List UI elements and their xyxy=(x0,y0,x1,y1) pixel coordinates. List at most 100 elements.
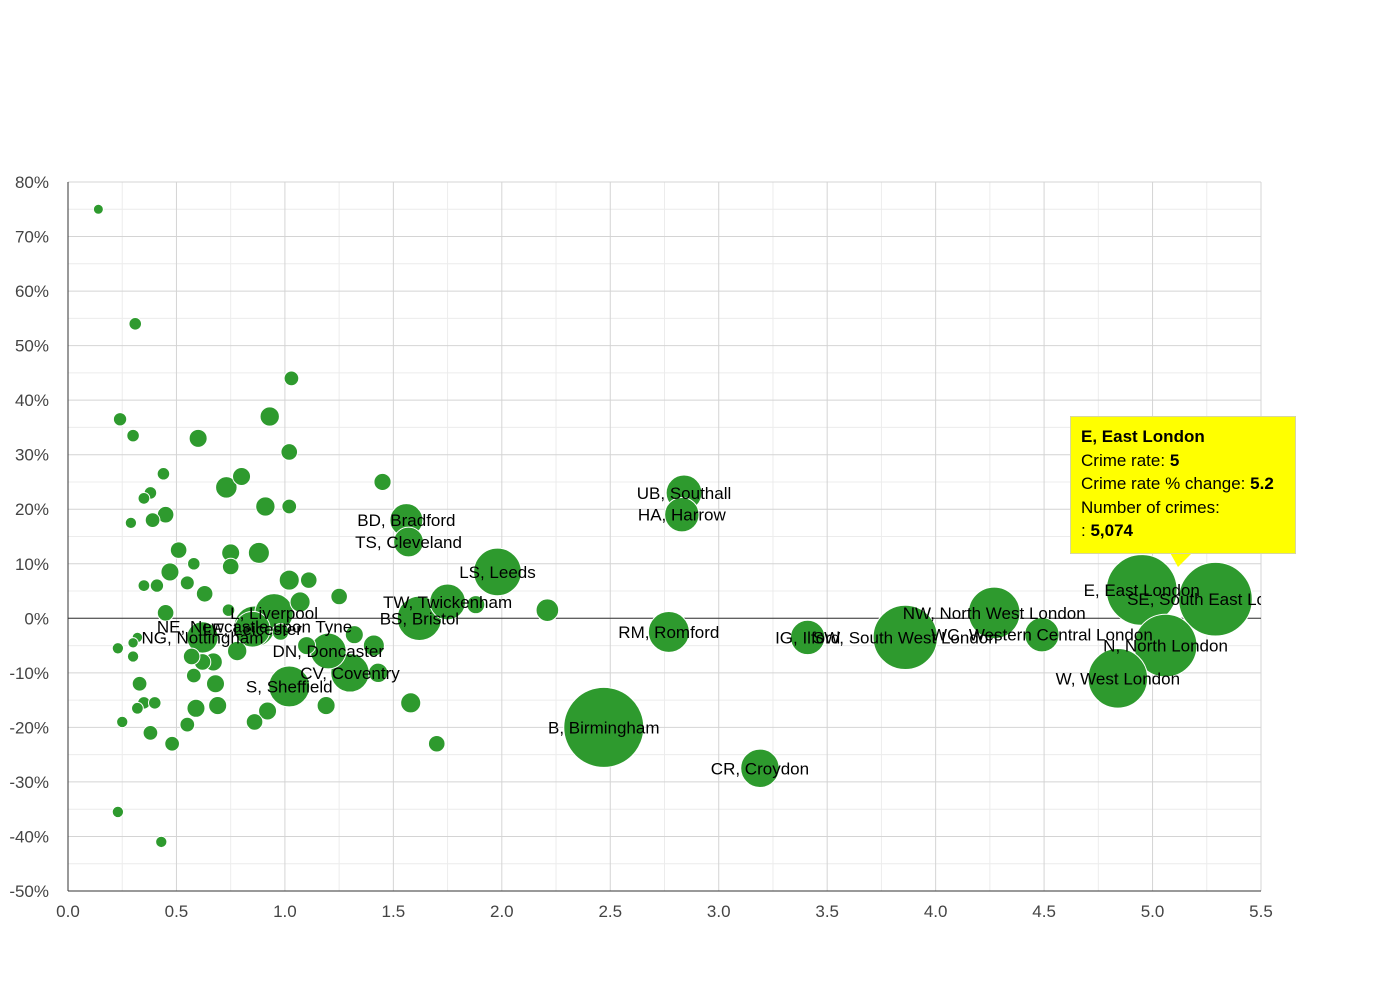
x-tick-label: 4.0 xyxy=(924,902,948,921)
bubble xyxy=(245,713,264,731)
bubble xyxy=(647,610,690,653)
y-tick-label: 80% xyxy=(15,173,49,192)
bubble-label: S, Sheffield xyxy=(246,677,333,696)
tooltip-pointer xyxy=(1168,549,1196,567)
bubble xyxy=(116,715,129,729)
bubble-label: BD, Bradford xyxy=(357,511,455,530)
tooltip-change-value: 5.2 xyxy=(1250,474,1274,493)
bubble xyxy=(182,647,201,666)
bubble xyxy=(155,835,168,849)
bubble xyxy=(281,498,298,515)
y-tick-label: 60% xyxy=(15,282,49,301)
bubble-label: CR, Croydon xyxy=(711,759,809,778)
bubble-label: L, Liverpool xyxy=(230,604,318,623)
bubble-label: IG, Ilford xyxy=(775,628,840,647)
bubble xyxy=(740,748,780,789)
bubble xyxy=(187,556,201,571)
bubble xyxy=(299,571,318,589)
tooltip-change-row: Crime rate % change: 5.2 xyxy=(1081,472,1285,496)
bubble xyxy=(142,724,159,741)
bubble-label: UB, Southall xyxy=(637,484,732,503)
bubble xyxy=(137,491,151,505)
y-tick-label: 70% xyxy=(15,228,49,247)
bubble xyxy=(278,569,300,591)
bubble xyxy=(208,696,228,716)
bubble-label: HA, Harrow xyxy=(638,506,727,525)
x-tick-label: 0.0 xyxy=(56,902,80,921)
bubble xyxy=(400,692,422,714)
bubble xyxy=(149,578,165,593)
bubble xyxy=(1087,648,1149,709)
bubble xyxy=(258,701,278,721)
bubble-label: E, East London xyxy=(1084,581,1200,600)
tooltip-rate-label: Crime rate: xyxy=(1081,450,1166,470)
bubble xyxy=(221,603,236,617)
tooltip: E, East London Crime rate: 5 Crime rate … xyxy=(1070,416,1296,554)
bubble xyxy=(967,586,1021,640)
bubble xyxy=(131,675,148,692)
bubble xyxy=(111,805,125,819)
x-tick-label: 4.5 xyxy=(1032,902,1056,921)
tooltip-count-value: 5,074 xyxy=(1090,521,1134,540)
bubble xyxy=(227,640,248,662)
x-tick-label: 2.5 xyxy=(598,902,622,921)
bubble xyxy=(221,557,240,576)
bubble xyxy=(179,716,196,733)
bubble xyxy=(195,584,214,603)
bubble xyxy=(789,619,826,656)
bubble xyxy=(373,472,392,492)
x-tick-label: 5.5 xyxy=(1249,902,1273,921)
y-tick-label: 50% xyxy=(15,337,49,356)
bubble xyxy=(111,642,125,655)
y-tick-label: 20% xyxy=(15,500,49,519)
bubble xyxy=(316,696,336,716)
bubble-label: N, North London xyxy=(1103,637,1228,656)
bubble xyxy=(186,621,219,654)
bubble-label: B, Birmingham xyxy=(548,718,659,737)
bubble xyxy=(429,583,466,621)
tooltip-title: E, East London xyxy=(1081,427,1205,446)
y-tick-label: 40% xyxy=(15,391,49,410)
bubble xyxy=(247,541,270,564)
bubble xyxy=(255,496,276,517)
bubble xyxy=(128,317,143,331)
bubble xyxy=(156,604,175,622)
bubble-label: DN, Doncaster xyxy=(273,642,385,661)
x-tick-label: 2.0 xyxy=(490,902,514,921)
grid-layer xyxy=(67,181,1262,892)
y-tick-label: 30% xyxy=(15,446,49,465)
bubble-label: SE, South East London xyxy=(1127,590,1304,609)
bubble xyxy=(169,541,188,559)
bubble xyxy=(297,636,317,656)
bubble xyxy=(215,476,238,499)
x-tick-label: 0.5 xyxy=(165,902,189,921)
bubble xyxy=(92,203,104,215)
bubble xyxy=(126,650,140,663)
bubble xyxy=(330,587,348,606)
bubble xyxy=(1024,616,1060,653)
bubble-label: NW, North West London xyxy=(903,604,1086,623)
bubble-label: WC, Western Central London xyxy=(931,626,1153,645)
bubble xyxy=(344,625,364,645)
bubble xyxy=(185,667,202,684)
x-tick-label: 3.5 xyxy=(815,902,839,921)
bubble xyxy=(233,610,271,648)
bubble xyxy=(259,406,280,427)
bubble xyxy=(179,575,195,591)
bubble xyxy=(393,526,424,558)
x-tick-label: 1.0 xyxy=(273,902,297,921)
tooltip-count-prefix: : xyxy=(1081,521,1086,540)
bubble-label: TS, Cleveland xyxy=(355,533,462,552)
y-tick-label: -20% xyxy=(9,718,49,737)
bubble xyxy=(362,634,385,657)
bubble xyxy=(147,696,162,710)
bubble-layer xyxy=(92,203,1253,849)
bubble xyxy=(268,665,311,708)
bubble xyxy=(232,466,252,487)
bubble xyxy=(131,701,144,715)
bubble xyxy=(283,370,300,387)
bubble xyxy=(156,467,171,481)
